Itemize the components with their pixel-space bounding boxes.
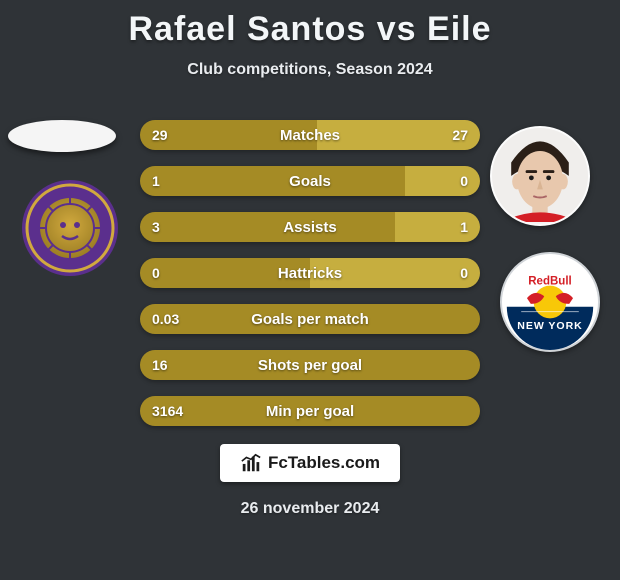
brand-chart-icon bbox=[240, 452, 262, 474]
stat-bar-left bbox=[140, 258, 310, 288]
stat-bar-right bbox=[310, 258, 480, 288]
player2-avatar bbox=[490, 126, 590, 226]
page-title: Rafael Santos vs Eile bbox=[0, 0, 620, 49]
comparison-bars: 2927Matches 10Goals 31Assists 00Hattricks 0.… bbox=[140, 120, 480, 442]
player2-club-logo: RedBull NEW YORK bbox=[500, 252, 600, 352]
stat-bar-right bbox=[405, 166, 480, 196]
player2-face-icon bbox=[492, 128, 588, 224]
brand-text: FcTables.com bbox=[268, 453, 380, 473]
stat-row: 16Shots per goal bbox=[140, 350, 480, 380]
footer-date: 26 november 2024 bbox=[0, 500, 620, 518]
stat-bar-left bbox=[140, 350, 480, 380]
stat-row: 2927Matches bbox=[140, 120, 480, 150]
svg-text:RedBull: RedBull bbox=[528, 276, 572, 288]
stat-row: 0.03Goals per match bbox=[140, 304, 480, 334]
stat-bar-left bbox=[140, 212, 395, 242]
stat-bar-right bbox=[395, 212, 480, 242]
stat-bar-right bbox=[317, 120, 480, 150]
redbull-ny-icon: RedBull NEW YORK bbox=[502, 254, 598, 350]
page-subtitle: Club competitions, Season 2024 bbox=[0, 61, 620, 79]
stat-bar-left bbox=[140, 396, 480, 426]
stat-bar-left bbox=[140, 304, 480, 334]
svg-text:NEW YORK: NEW YORK bbox=[517, 320, 583, 332]
orlando-city-icon bbox=[20, 178, 120, 278]
stat-bar-left bbox=[140, 120, 317, 150]
stat-bar-left bbox=[140, 166, 405, 196]
player1-avatar bbox=[8, 120, 116, 152]
player1-club-logo bbox=[20, 178, 120, 278]
stat-row: 31Assists bbox=[140, 212, 480, 242]
stat-row: 10Goals bbox=[140, 166, 480, 196]
stat-row: 00Hattricks bbox=[140, 258, 480, 288]
brand-badge: FcTables.com bbox=[220, 444, 400, 482]
stat-row: 3164Min per goal bbox=[140, 396, 480, 426]
